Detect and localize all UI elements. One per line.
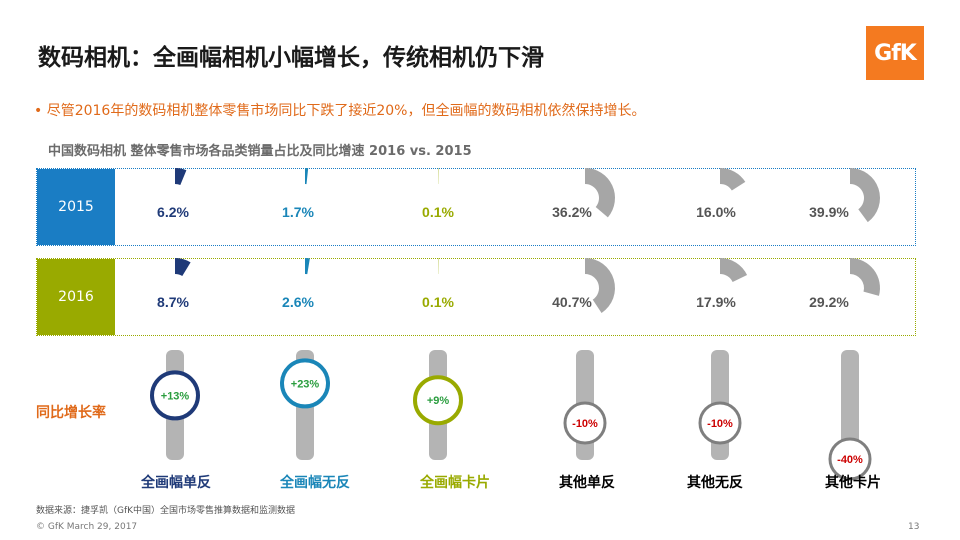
copyright: © GfK March 29, 2017 xyxy=(36,522,138,532)
share-slice-2016-4 xyxy=(720,258,748,282)
row-label-2015: 2015 xyxy=(37,169,115,245)
row-2016: 2016 xyxy=(36,258,916,336)
category-label-ff-dslr: 全画幅单反 xyxy=(141,475,211,491)
share-label-2016-2: 0.1% xyxy=(422,294,454,310)
share-slice-2015-3 xyxy=(585,168,616,218)
growth-marker-2 xyxy=(413,375,463,426)
share-slice-2016-3 xyxy=(585,258,616,314)
page-title: 数码相机：全画幅相机小幅增长，传统相机仍下滑 xyxy=(38,45,544,71)
share-label-2016-4: 17.9% xyxy=(696,294,736,310)
chart-title: 中国数码相机 整体零售市场各品类销量占比及同比增速 2016 vs. 2015 xyxy=(48,144,472,159)
share-label-2015-4: 16.0% xyxy=(696,204,736,220)
share-label-2016-5: 29.2% xyxy=(809,294,849,310)
growth-marker-1 xyxy=(280,358,330,409)
category-label-ff-mirrorless: 全画幅无反 xyxy=(280,475,350,491)
growth-label-4: -10% xyxy=(707,418,733,430)
share-slice-2015-5 xyxy=(850,168,880,223)
growth-marker-3 xyxy=(563,401,607,445)
share-label-2016-3: 40.7% xyxy=(552,294,592,310)
category-label-other-dslr: 其他单反 xyxy=(559,475,615,491)
share-slice-2016-0 xyxy=(175,258,191,277)
share-label-2015-1: 1.7% xyxy=(282,204,314,220)
growth-label-1: +23% xyxy=(291,378,320,390)
category-label-other-compact: 其他卡片 xyxy=(825,475,881,491)
data-source: 数据来源：捷孚凯（GfK中国）全国市场零售推算数据和监测数据 xyxy=(36,506,296,516)
share-label-2015-5: 39.9% xyxy=(809,204,849,220)
growth-track-5 xyxy=(841,350,859,460)
growth-marker-5 xyxy=(828,437,872,481)
share-slice-2016-1 xyxy=(305,258,310,275)
summary-bullet: • 尽管2016年的数码相机整体零售市场同比下跌了接近20%，但全画幅的数码相机… xyxy=(34,103,646,119)
share-slice-2015-4 xyxy=(720,168,746,191)
share-slice-2015-1 xyxy=(305,168,309,185)
growth-label: 同比增长率 xyxy=(36,405,106,421)
category-label-ff-compact: 全画幅卡片 xyxy=(420,475,490,491)
share-label-2015-3: 36.2% xyxy=(552,204,592,220)
page-number: 13 xyxy=(908,522,920,532)
share-slice-2016-5 xyxy=(850,258,880,296)
growth-label-0: +13% xyxy=(161,390,190,402)
share-label-2016-0: 8.7% xyxy=(157,294,189,310)
growth-label-3: -10% xyxy=(572,418,598,430)
growth-marker-0 xyxy=(150,370,200,421)
row-label-2016: 2016 xyxy=(37,259,115,335)
share-label-2016-1: 2.6% xyxy=(282,294,314,310)
growth-label-5: -40% xyxy=(837,454,863,466)
share-label-2015-2: 0.1% xyxy=(422,204,454,220)
share-label-2015-0: 6.2% xyxy=(157,204,189,220)
row-2015: 2015 xyxy=(36,168,916,246)
growth-marker-4 xyxy=(698,401,742,445)
category-label-other-mirrorless: 其他无反 xyxy=(687,475,743,491)
share-slice-2015-0 xyxy=(175,168,187,186)
gfk-logo: GfK xyxy=(866,26,924,80)
growth-label-2: +9% xyxy=(427,395,450,407)
